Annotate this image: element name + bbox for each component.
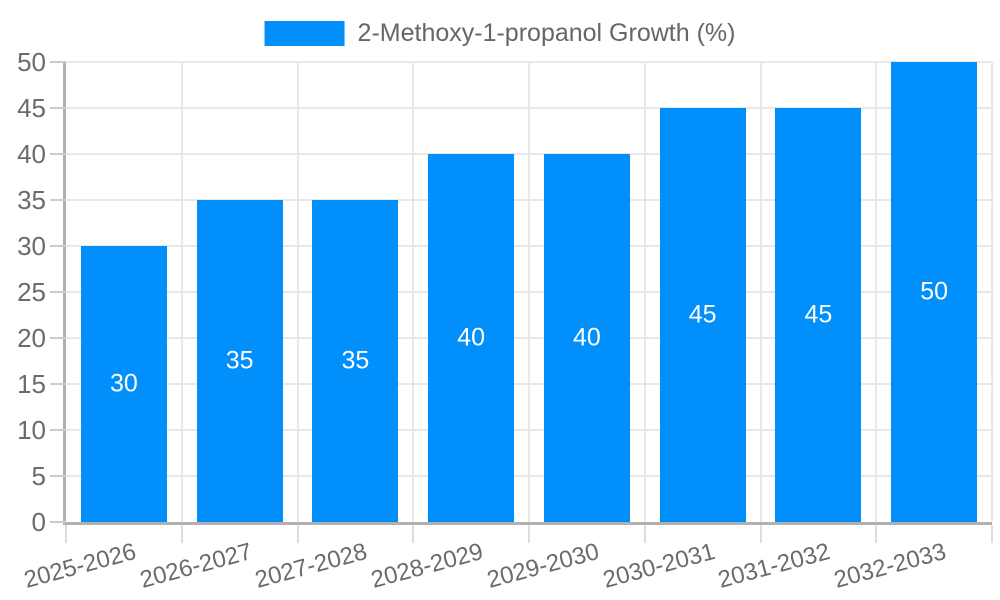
y-axis-tick-mark <box>50 521 66 523</box>
bar[interactable]: 45 <box>775 108 862 522</box>
x-axis-tick-mark <box>65 525 67 543</box>
y-axis-tick-label: 40 <box>17 139 46 169</box>
x-axis-tick-mark <box>412 525 415 543</box>
x-axis-tick-mark <box>759 525 762 543</box>
x-axis-tick-mark <box>875 525 878 543</box>
x-axis-tick-mark <box>528 525 530 543</box>
y-axis-tick-mark <box>50 475 66 477</box>
gridline-vertical <box>296 62 299 522</box>
y-axis-tick-label: 30 <box>17 231 46 261</box>
gridline-vertical <box>759 62 762 522</box>
bar[interactable]: 45 <box>659 108 746 522</box>
bar-value-label: 45 <box>804 300 833 329</box>
legend-item[interactable]: 2-Methoxy-1-propanol Growth (%) <box>264 19 736 48</box>
gridline-vertical <box>528 62 530 522</box>
y-axis-tick-mark <box>50 245 66 247</box>
y-axis-tick-mark <box>50 291 66 293</box>
bar-value-label: 30 <box>109 369 138 398</box>
gridline-vertical <box>412 62 415 522</box>
bar[interactable]: 40 <box>428 154 515 522</box>
x-axis-tick-mark <box>180 525 183 543</box>
y-axis-tick-mark <box>50 337 66 339</box>
y-axis-tick-mark <box>50 429 66 431</box>
gridline-vertical <box>643 62 646 522</box>
gridline-vertical <box>180 62 183 522</box>
bar[interactable]: 35 <box>196 200 283 522</box>
x-axis-tick-mark <box>991 525 993 543</box>
legend-swatch <box>264 21 345 46</box>
bar[interactable]: 50 <box>891 62 978 522</box>
bar-value-label: 35 <box>225 346 254 375</box>
bar[interactable]: 30 <box>80 246 167 522</box>
y-axis-tick-label: 35 <box>17 185 46 215</box>
bar[interactable]: 40 <box>543 154 630 522</box>
y-axis-tick-mark <box>50 107 66 109</box>
y-axis-tick-label: 20 <box>17 323 46 353</box>
gridline-vertical <box>875 62 878 522</box>
gridline-vertical <box>991 62 993 522</box>
x-axis-tick-mark <box>296 525 299 543</box>
bar-value-label: 50 <box>920 277 949 306</box>
y-axis-tick-label: 45 <box>17 93 46 123</box>
y-axis-tick-mark <box>50 199 66 201</box>
bar-value-label: 40 <box>457 323 486 352</box>
bar-value-label: 35 <box>341 346 370 375</box>
bar-value-label: 45 <box>688 300 717 329</box>
y-axis-tick-label: 10 <box>17 415 46 445</box>
bar[interactable]: 35 <box>312 200 399 522</box>
y-axis-tick-label: 5 <box>31 461 46 491</box>
y-axis-tick-label: 25 <box>17 277 46 307</box>
x-axis-tick-mark <box>643 525 646 543</box>
legend-label: 2-Methoxy-1-propanol Growth (%) <box>357 19 736 47</box>
plot-area: 30 35 35 40 40 45 45 50 <box>63 61 993 525</box>
y-axis-tick-label: 15 <box>17 369 46 399</box>
y-axis-tick-mark <box>50 383 66 385</box>
y-axis-tick-mark <box>50 61 66 63</box>
y-axis-tick-label: 50 <box>17 47 46 77</box>
y-axis-tick-mark <box>50 153 66 155</box>
bar-value-label: 40 <box>572 323 601 352</box>
y-axis-tick-label: 0 <box>31 507 46 537</box>
